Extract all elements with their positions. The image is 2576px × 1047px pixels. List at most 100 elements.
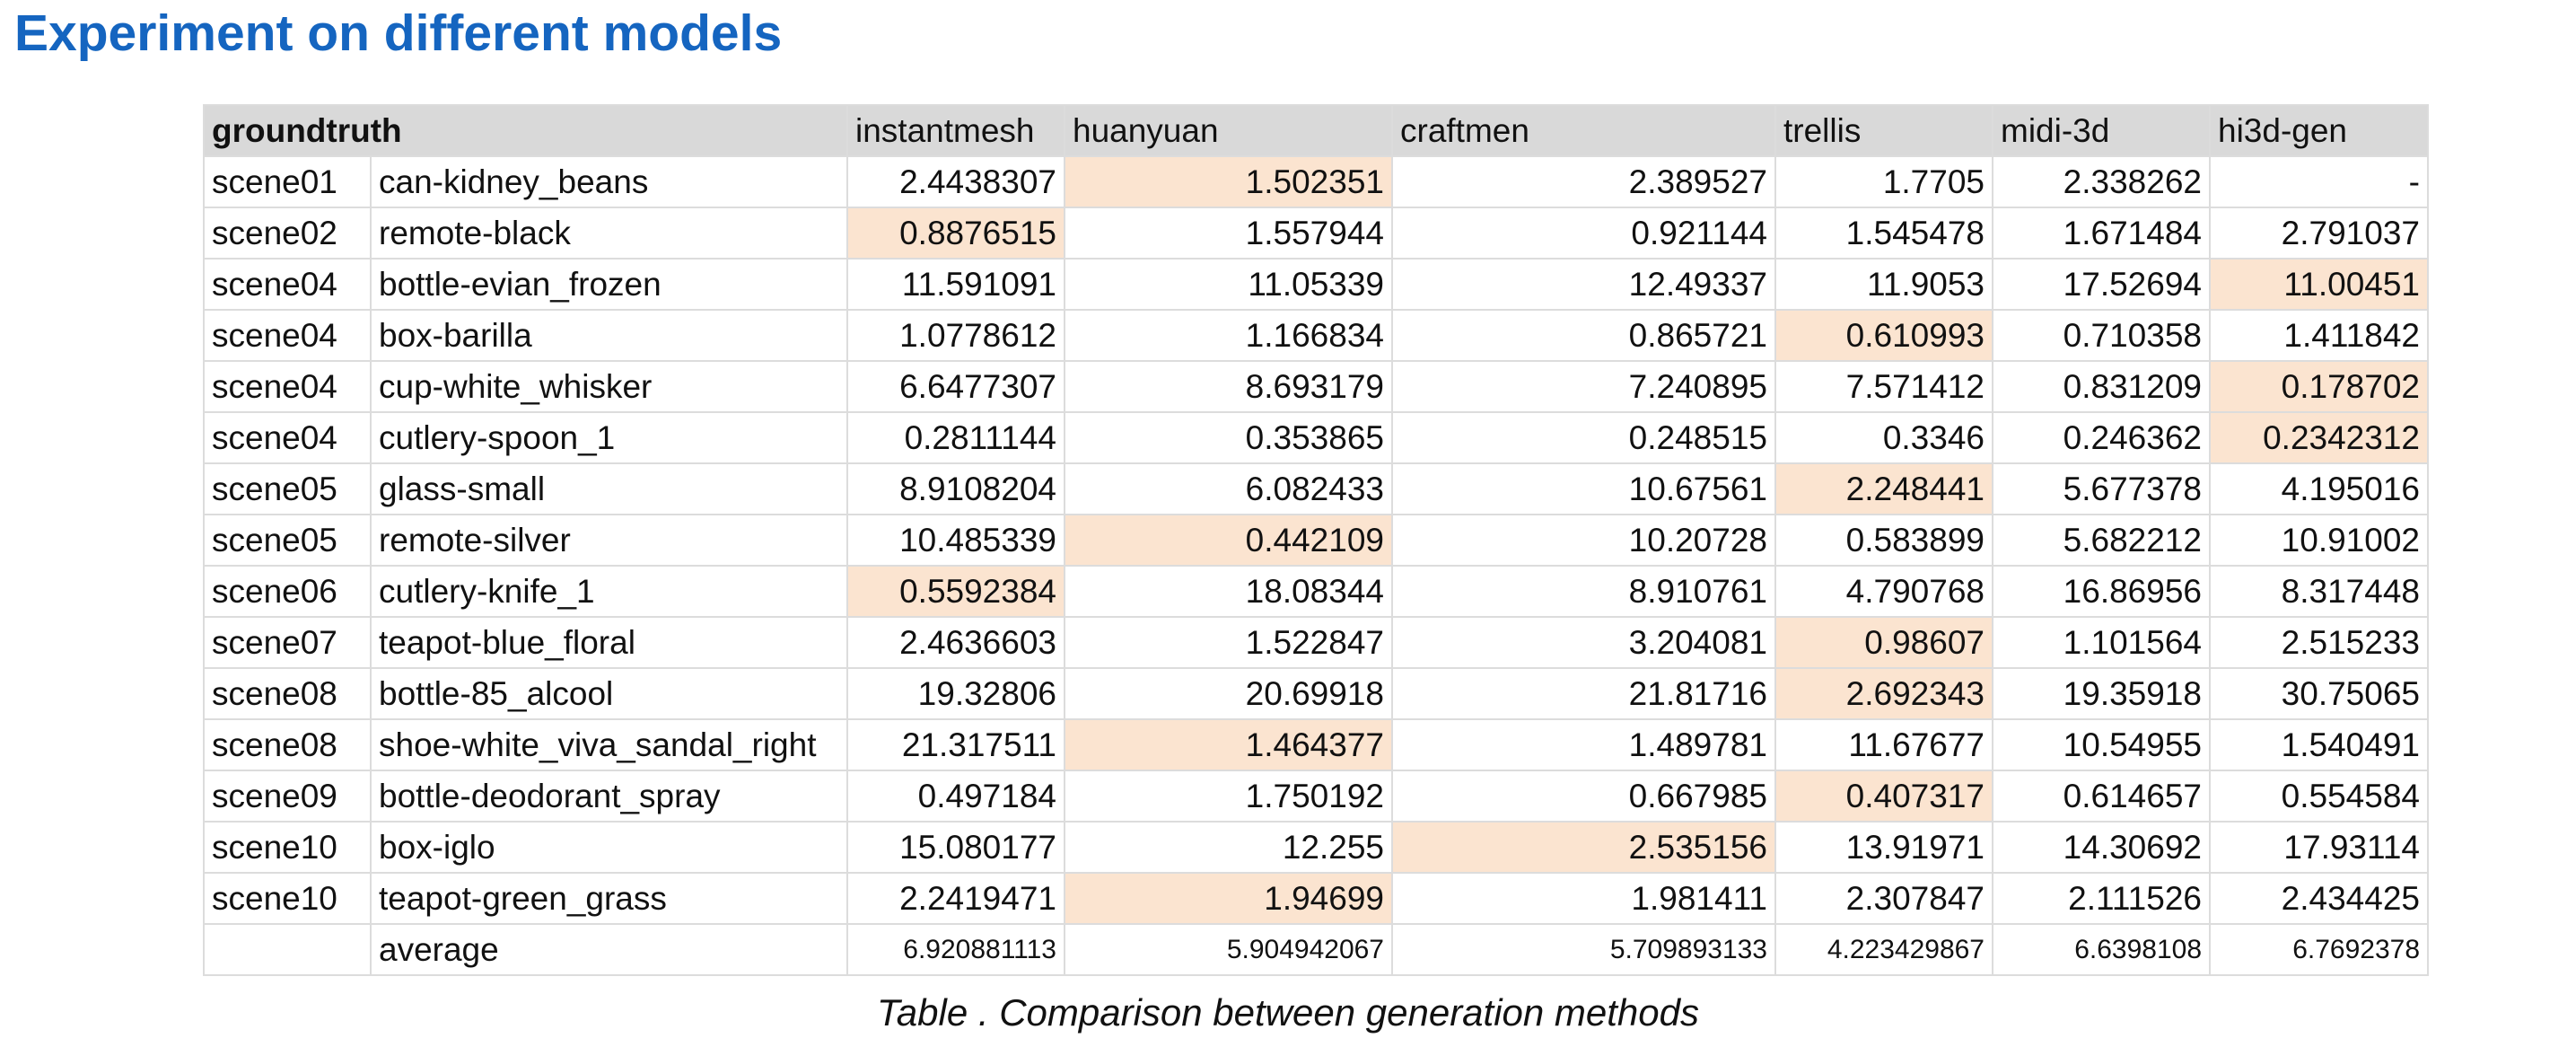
best-value-cell: 0.98607 [1774, 616, 1993, 669]
table-row: scene04 cup-white_whisker 6.6477307 8.69317… [203, 360, 2429, 413]
value-cell: 2.4636603 [846, 616, 1065, 669]
best-value-cell: 0.610993 [1774, 309, 1993, 362]
value-cell: 21.81716 [1391, 667, 1776, 720]
value-cell: 0.614657 [1992, 770, 2211, 823]
value-cell: 13.91971 [1774, 821, 1993, 874]
best-value-cell: 11.00451 [2209, 258, 2429, 311]
best-value-cell: 2.692343 [1774, 667, 1993, 720]
scene-cell: scene04 [203, 360, 372, 413]
value-cell: 17.93114 [2209, 821, 2429, 874]
value-cell: 0.246362 [1992, 411, 2211, 464]
scene-cell: scene02 [203, 207, 372, 260]
object-name-cell: shoe-white_viva_sandal_right [370, 718, 848, 771]
table-row: scene08 bottle-85_alcool 19.32806 20.69918 2… [203, 667, 2429, 720]
table-row: scene04 box-barilla 1.0778612 1.166834 0.865… [203, 309, 2429, 362]
scene-cell: scene04 [203, 258, 372, 311]
header-method: craftmen [1391, 104, 1776, 157]
object-name-cell: box-barilla [370, 309, 848, 362]
table-header-row: groundtruth instantmesh huanyuan craftme… [203, 104, 2429, 157]
value-cell: 15.080177 [846, 821, 1065, 874]
best-value-cell: 0.5592384 [846, 565, 1065, 618]
best-value-cell: 0.178702 [2209, 360, 2429, 413]
best-value-cell: 1.464377 [1064, 718, 1393, 771]
best-value-cell: 1.94699 [1064, 872, 1393, 925]
value-cell: 2.2419471 [846, 872, 1065, 925]
header-method: huanyuan [1064, 104, 1393, 157]
scene-cell: scene10 [203, 821, 372, 874]
value-cell: 1.7705 [1774, 155, 1993, 208]
value-cell: 0.2811144 [846, 411, 1065, 464]
object-name-cell: can-kidney_beans [370, 155, 848, 208]
best-value-cell: 2.535156 [1391, 821, 1776, 874]
object-name-cell: cutlery-spoon_1 [370, 411, 848, 464]
value-cell: 0.353865 [1064, 411, 1393, 464]
object-name-cell: remote-silver [370, 514, 848, 567]
value-cell: 1.489781 [1391, 718, 1776, 771]
scene-cell: scene09 [203, 770, 372, 823]
scene-cell: scene05 [203, 514, 372, 567]
value-cell: 5.682212 [1992, 514, 2211, 567]
table-row: scene06 cutlery-knife_1 0.5592384 18.08344 8… [203, 565, 2429, 618]
value-cell: 0.921144 [1391, 207, 1776, 260]
average-value-cell: 5.709893133 [1391, 923, 1776, 976]
table-row: scene08 shoe-white_viva_sandal_right 21.31… [203, 718, 2429, 771]
table-row: scene05 remote-silver 10.485339 0.442109 10.… [203, 514, 2429, 567]
value-cell: 2.389527 [1391, 155, 1776, 208]
average-value-cell: 6.6398108 [1992, 923, 2211, 976]
value-cell: 11.05339 [1064, 258, 1393, 311]
object-name-cell: bottle-evian_frozen [370, 258, 848, 311]
value-cell: 11.9053 [1774, 258, 1993, 311]
value-cell: 1.522847 [1064, 616, 1393, 669]
average-value-cell: 5.904942067 [1064, 923, 1393, 976]
value-cell: 11.591091 [846, 258, 1065, 311]
value-cell: 3.204081 [1391, 616, 1776, 669]
value-cell: 0.497184 [846, 770, 1065, 823]
value-cell: 1.411842 [2209, 309, 2429, 362]
object-name-cell: box-iglo [370, 821, 848, 874]
best-value-cell: 0.407317 [1774, 770, 1993, 823]
scene-cell: scene01 [203, 155, 372, 208]
value-cell: 1.671484 [1992, 207, 2211, 260]
object-name-cell: teapot-blue_floral [370, 616, 848, 669]
value-cell: 2.791037 [2209, 207, 2429, 260]
table-row: scene01 can-kidney_beans 2.4438307 1.502351… [203, 155, 2429, 208]
value-cell: 1.166834 [1064, 309, 1393, 362]
average-value-cell: 4.223429867 [1774, 923, 1993, 976]
value-cell: 0.248515 [1391, 411, 1776, 464]
value-cell: 1.981411 [1391, 872, 1776, 925]
scene-cell: scene08 [203, 667, 372, 720]
best-value-cell: 0.8876515 [846, 207, 1065, 260]
table-row: scene04 cutlery-spoon_1 0.2811144 0.353865 0… [203, 411, 2429, 464]
empty-cell [203, 923, 372, 976]
value-cell: 2.4438307 [846, 155, 1065, 208]
table-row: scene02 remote-black 0.8876515 1.557944 0.92… [203, 207, 2429, 260]
value-cell: 18.08344 [1064, 565, 1393, 618]
best-value-cell: 0.442109 [1064, 514, 1393, 567]
scene-cell: scene06 [203, 565, 372, 618]
value-cell: 2.338262 [1992, 155, 2211, 208]
value-cell: 8.9108204 [846, 462, 1065, 515]
value-cell: 6.6477307 [846, 360, 1065, 413]
object-name-cell: bottle-85_alcool [370, 667, 848, 720]
value-cell: 0.554584 [2209, 770, 2429, 823]
page-title: Experiment on different models [14, 4, 783, 62]
value-cell: 20.69918 [1064, 667, 1393, 720]
best-value-cell: 0.2342312 [2209, 411, 2429, 464]
object-name-cell: bottle-deodorant_spray [370, 770, 848, 823]
scene-cell: scene10 [203, 872, 372, 925]
value-cell: 10.485339 [846, 514, 1065, 567]
header-method: hi3d-gen [2209, 104, 2429, 157]
value-cell: 8.910761 [1391, 565, 1776, 618]
average-row: average 6.920881113 5.904942067 5.709893133… [203, 923, 2429, 976]
header-method: instantmesh [846, 104, 1065, 157]
value-cell: 4.790768 [1774, 565, 1993, 618]
average-value-cell: 6.7692378 [2209, 923, 2429, 976]
value-cell: 1.540491 [2209, 718, 2429, 771]
value-cell: - [2209, 155, 2429, 208]
best-value-cell: 1.502351 [1064, 155, 1393, 208]
header-groundtruth: groundtruth [203, 104, 848, 157]
object-name-cell: remote-black [370, 207, 848, 260]
value-cell: 30.75065 [2209, 667, 2429, 720]
value-cell: 0.865721 [1391, 309, 1776, 362]
value-cell: 0.710358 [1992, 309, 2211, 362]
